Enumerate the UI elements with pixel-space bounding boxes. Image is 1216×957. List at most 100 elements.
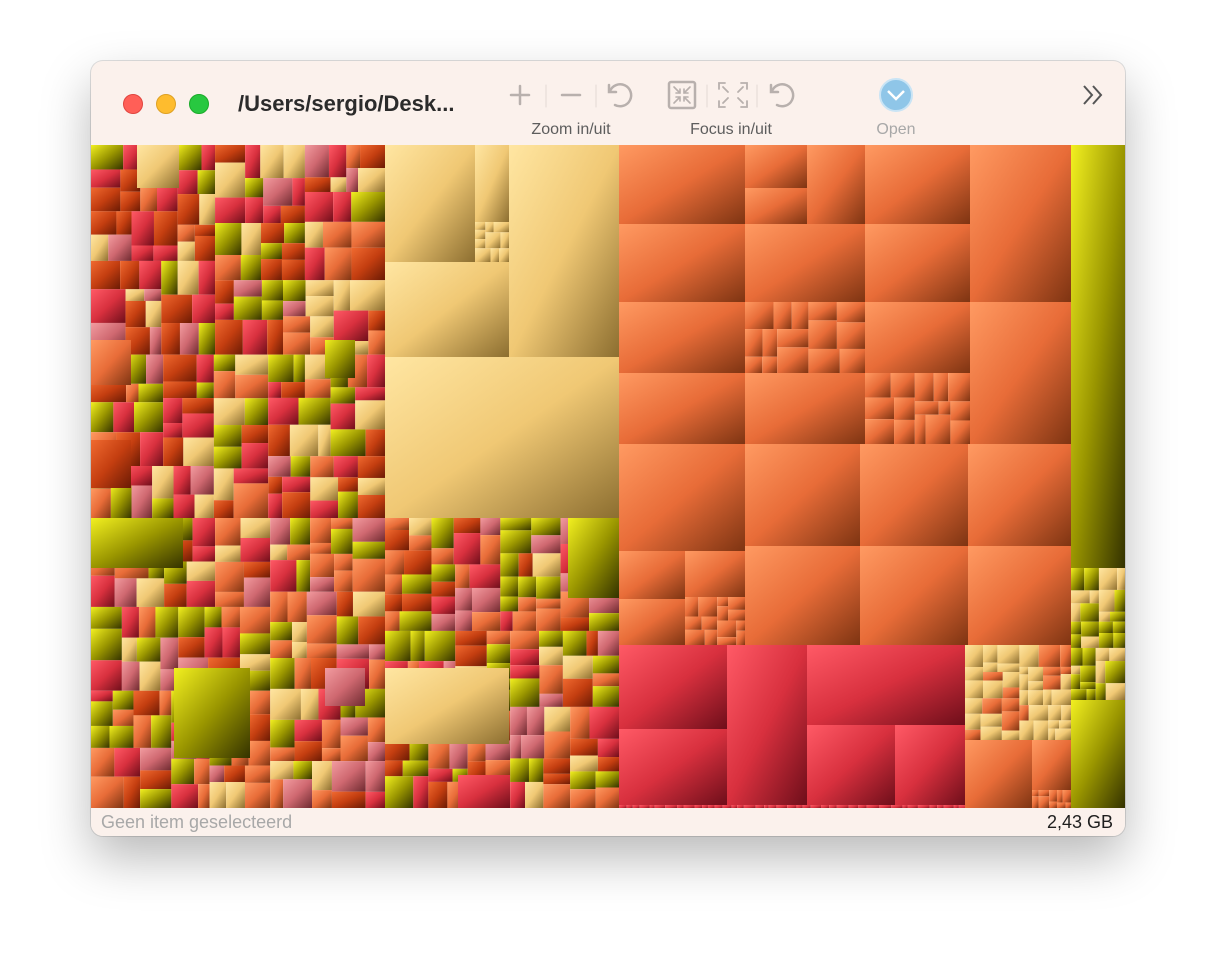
- file-tile[interactable]: [1032, 790, 1039, 797]
- file-tile[interactable]: [245, 178, 264, 198]
- file-tile[interactable]: [334, 553, 353, 571]
- file-tile[interactable]: [292, 178, 305, 206]
- file-tile[interactable]: [351, 191, 385, 222]
- file-tile[interactable]: [685, 551, 745, 597]
- file-tile[interactable]: [592, 673, 619, 687]
- zoom-button[interactable]: [189, 94, 209, 114]
- file-tile[interactable]: [665, 805, 678, 808]
- file-tile[interactable]: [310, 500, 339, 518]
- file-tile[interactable]: [215, 197, 246, 224]
- file-tile[interactable]: [1117, 568, 1125, 590]
- file-tile[interactable]: [402, 760, 429, 777]
- file-tile[interactable]: [894, 419, 915, 444]
- file-tile[interactable]: [907, 805, 918, 808]
- file-tile[interactable]: [475, 229, 486, 240]
- file-tile[interactable]: [493, 222, 509, 233]
- file-tile[interactable]: [570, 755, 598, 772]
- file-tile[interactable]: [649, 805, 655, 808]
- file-tile[interactable]: [965, 740, 1032, 808]
- file-tile[interactable]: [190, 466, 214, 495]
- file-tile[interactable]: [282, 332, 311, 355]
- file-tile[interactable]: [1049, 801, 1057, 808]
- file-tile[interactable]: [333, 310, 369, 342]
- file-tile[interactable]: [865, 302, 970, 373]
- file-tile[interactable]: [239, 633, 271, 655]
- file-tile[interactable]: [340, 735, 368, 762]
- file-tile[interactable]: [1112, 621, 1125, 634]
- file-tile[interactable]: [836, 805, 849, 808]
- file-tile[interactable]: [1001, 698, 1020, 712]
- file-tile[interactable]: [268, 397, 299, 425]
- file-tile[interactable]: [120, 260, 140, 290]
- file-tile[interactable]: [174, 668, 250, 758]
- file-tile[interactable]: [140, 789, 172, 808]
- file-tile[interactable]: [133, 690, 160, 716]
- file-tile[interactable]: [1109, 647, 1125, 662]
- file-tile[interactable]: [777, 329, 809, 348]
- file-tile[interactable]: [902, 805, 908, 808]
- file-tile[interactable]: [510, 758, 529, 782]
- file-tile[interactable]: [123, 466, 153, 486]
- file-tile[interactable]: [570, 789, 596, 808]
- file-tile[interactable]: [333, 280, 350, 311]
- file-tile[interactable]: [807, 645, 965, 725]
- file-tile[interactable]: [701, 616, 718, 630]
- file-tile[interactable]: [570, 738, 598, 756]
- file-tile[interactable]: [91, 701, 113, 726]
- file-tile[interactable]: [152, 498, 174, 518]
- file-tile[interactable]: [965, 666, 984, 681]
- file-tile[interactable]: [224, 765, 245, 783]
- file-tile[interactable]: [213, 446, 242, 469]
- file-tile[interactable]: [917, 805, 930, 808]
- file-tile[interactable]: [1071, 647, 1083, 666]
- focus-in-icon[interactable]: [667, 80, 697, 110]
- file-tile[interactable]: [161, 323, 180, 355]
- file-tile[interactable]: [475, 145, 509, 222]
- file-tile[interactable]: [745, 444, 860, 546]
- file-tile[interactable]: [268, 382, 282, 398]
- file-tile[interactable]: [1105, 683, 1125, 700]
- file-tile[interactable]: [145, 300, 162, 328]
- file-tile[interactable]: [261, 300, 283, 320]
- file-tile[interactable]: [480, 518, 501, 536]
- file-tile[interactable]: [467, 740, 486, 762]
- file-tile[interactable]: [698, 597, 718, 617]
- file-tile[interactable]: [270, 761, 294, 780]
- file-tile[interactable]: [194, 224, 216, 236]
- file-tile[interactable]: [385, 668, 509, 744]
- file-tile[interactable]: [1071, 674, 1081, 690]
- file-tile[interactable]: [683, 805, 695, 808]
- file-tile[interactable]: [431, 581, 456, 597]
- file-tile[interactable]: [298, 397, 331, 425]
- file-tile[interactable]: [123, 145, 141, 170]
- file-tile[interactable]: [385, 611, 400, 631]
- file-tile[interactable]: [1019, 674, 1029, 691]
- file-tile[interactable]: [1028, 666, 1044, 682]
- file-tile[interactable]: [965, 713, 981, 730]
- file-tile[interactable]: [194, 758, 210, 785]
- file-tile[interactable]: [330, 177, 347, 192]
- file-tile[interactable]: [369, 659, 385, 689]
- file-tile[interactable]: [186, 561, 216, 581]
- file-tile[interactable]: [270, 622, 292, 641]
- file-tile[interactable]: [764, 805, 769, 808]
- overflow-chevron[interactable]: [1083, 85, 1103, 105]
- file-tile[interactable]: [177, 170, 198, 195]
- file-tile[interactable]: [215, 162, 246, 198]
- file-tile[interactable]: [626, 805, 633, 808]
- file-tile[interactable]: [194, 235, 216, 261]
- file-tile[interactable]: [1080, 603, 1099, 622]
- file-tile[interactable]: [91, 145, 124, 170]
- file-tile[interactable]: [768, 805, 777, 808]
- file-tile[interactable]: [531, 535, 561, 554]
- file-tile[interactable]: [525, 781, 544, 808]
- file-tile[interactable]: [233, 296, 262, 320]
- file-tile[interactable]: [1019, 666, 1029, 675]
- file-tile[interactable]: [860, 444, 968, 546]
- file-tile[interactable]: [702, 805, 708, 808]
- file-tile[interactable]: [453, 518, 481, 534]
- file-tile[interactable]: [282, 492, 311, 518]
- file-tile[interactable]: [570, 706, 590, 739]
- file-tile[interactable]: [728, 609, 745, 621]
- file-tile[interactable]: [526, 706, 545, 736]
